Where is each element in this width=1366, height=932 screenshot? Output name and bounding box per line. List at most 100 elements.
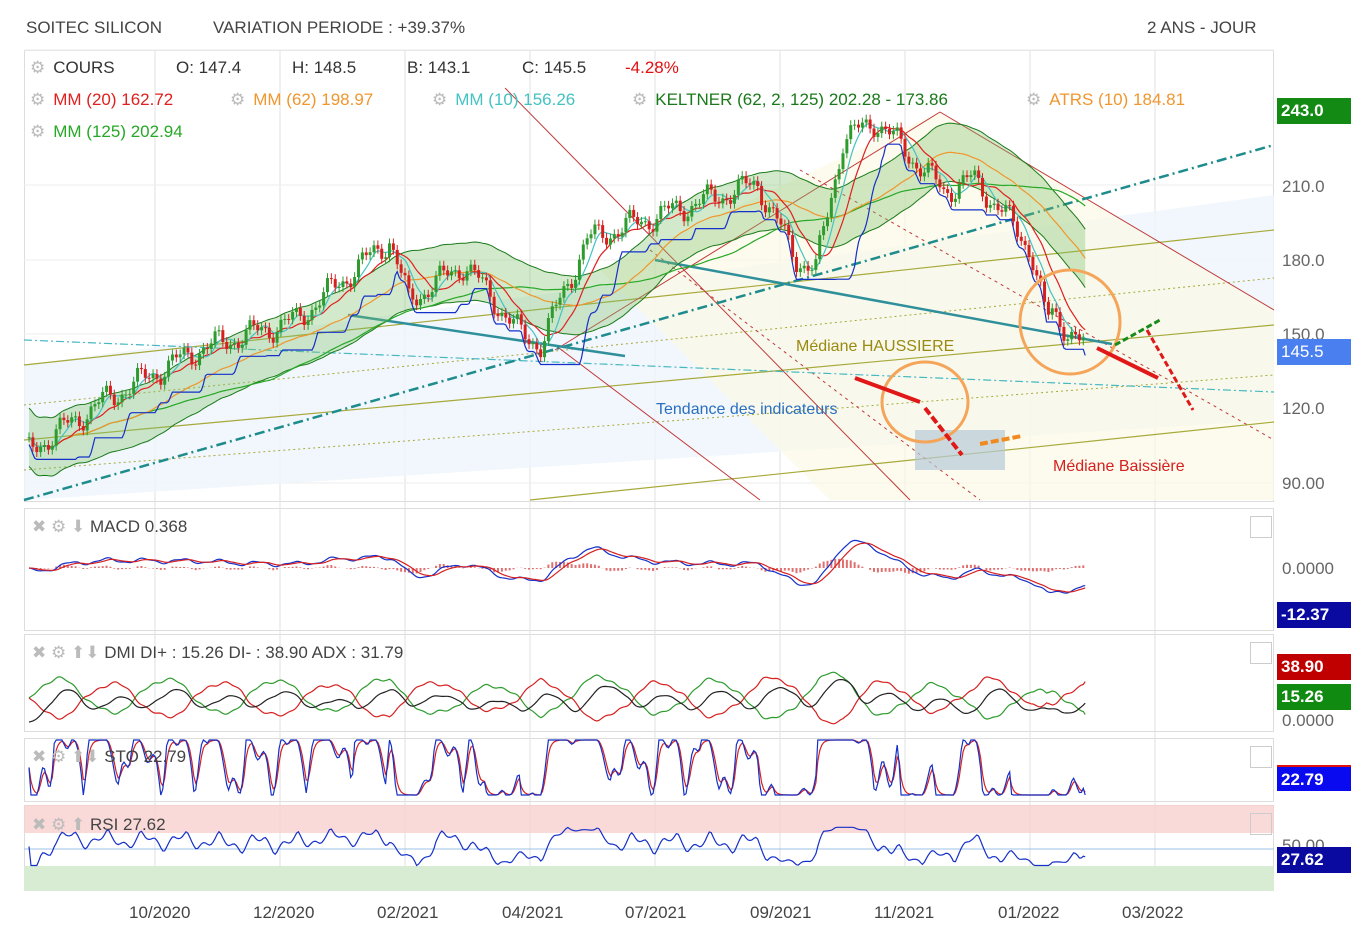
gear-icon[interactable]: ⚙ xyxy=(30,58,46,77)
gear-icon[interactable]: ⚙ xyxy=(1026,90,1042,109)
candle xyxy=(616,234,620,237)
macd-checkbox[interactable] xyxy=(1250,516,1272,538)
gear-icon[interactable]: ⚙ xyxy=(30,90,46,109)
atrs-value: 184.81 xyxy=(1133,90,1186,109)
candle xyxy=(434,275,438,293)
candle xyxy=(543,341,547,358)
candle xyxy=(298,307,302,316)
price-tick: 210.0 xyxy=(1282,177,1325,196)
candle xyxy=(438,265,442,276)
candle xyxy=(682,210,686,222)
arrow-up-icon[interactable]: ⬆ xyxy=(70,747,86,766)
close-icon[interactable]: ✖ xyxy=(32,747,47,766)
gear-icon[interactable]: ⚙ xyxy=(50,517,67,536)
legend-mm10[interactable]: ⚙ MM (10) 156.26 xyxy=(432,90,575,110)
gear-icon[interactable]: ⚙ xyxy=(230,90,246,109)
candle xyxy=(271,337,275,343)
arrow-down-icon[interactable]: ⬇ xyxy=(85,747,100,766)
candle xyxy=(333,279,337,288)
candle xyxy=(50,445,54,450)
gear-icon[interactable]: ⚙ xyxy=(30,122,46,141)
candle xyxy=(391,243,395,250)
candle xyxy=(659,205,663,220)
legend-mm20[interactable]: ⚙ MM (20) 162.72 xyxy=(30,90,173,110)
legend-keltner[interactable]: ⚙ KELTNER (62, 2, 125) 202.28 - 173.86 xyxy=(632,90,948,110)
candle xyxy=(43,445,47,447)
candle xyxy=(287,318,291,320)
candle xyxy=(306,320,310,326)
candle xyxy=(981,177,985,197)
arrow-down-icon[interactable]: ⬇ xyxy=(70,517,86,536)
gear-icon[interactable]: ⚙ xyxy=(50,643,67,662)
candle xyxy=(601,225,605,238)
candle xyxy=(1043,281,1047,302)
candle xyxy=(201,347,205,354)
gear-icon[interactable]: ⚙ xyxy=(50,815,67,834)
candle xyxy=(605,237,609,245)
candle xyxy=(911,162,915,164)
candle xyxy=(182,347,186,355)
gear-icon[interactable]: ⚙ xyxy=(432,90,448,109)
candle xyxy=(636,216,640,225)
arrow-down-icon[interactable]: ⬇ xyxy=(85,643,100,662)
x-tick: 10/2020 xyxy=(129,903,191,922)
atrs-line xyxy=(28,143,1086,460)
candle xyxy=(380,248,384,259)
close-icon[interactable]: ✖ xyxy=(32,815,47,834)
sto-toolbar: ✖ ⚙ ⬆⬇ STO 22.79 xyxy=(32,747,186,767)
candle xyxy=(318,305,322,308)
candle xyxy=(279,319,283,332)
candle xyxy=(942,187,946,190)
candle xyxy=(1012,205,1016,222)
legend-mm125[interactable]: ⚙ MM (125) 202.94 xyxy=(30,122,183,142)
candle xyxy=(136,367,140,382)
candle xyxy=(349,283,353,288)
candle xyxy=(512,319,516,324)
close-icon[interactable]: ✖ xyxy=(32,517,47,536)
close-icon[interactable]: ✖ xyxy=(32,643,47,662)
x-tick: 04/2021 xyxy=(502,903,564,922)
candle xyxy=(632,209,636,217)
keltner-label: KELTNER (62, 2, 125) xyxy=(655,90,825,109)
candle xyxy=(887,128,891,135)
open-value: O: 147.4 xyxy=(176,58,242,77)
dmi-checkbox[interactable] xyxy=(1250,642,1272,664)
candle xyxy=(849,125,853,140)
gear-icon[interactable]: ⚙ xyxy=(632,90,648,109)
legend-atrs[interactable]: ⚙ ATRS (10) 184.81 xyxy=(1026,90,1185,110)
candle xyxy=(515,314,519,320)
legend-cours[interactable]: ⚙ COURS xyxy=(30,58,115,78)
candle xyxy=(132,381,136,395)
candle xyxy=(504,312,508,318)
period-selector[interactable]: 2 ANS - JOUR xyxy=(1147,18,1257,37)
candle xyxy=(725,198,729,201)
candle xyxy=(1070,331,1074,340)
candle xyxy=(574,279,578,288)
candle xyxy=(581,244,585,260)
candle xyxy=(562,286,566,298)
candle xyxy=(263,327,267,329)
candle xyxy=(337,287,341,289)
candle xyxy=(523,324,527,340)
arrow-up-icon[interactable]: ⬆ xyxy=(70,815,86,834)
legend-mm62[interactable]: ⚙ MM (62) 198.97 xyxy=(230,90,373,110)
candle xyxy=(860,122,864,128)
trend-channels xyxy=(23,87,1275,502)
candle xyxy=(756,181,760,186)
candle xyxy=(922,172,926,177)
arrow-up-icon[interactable]: ⬆ xyxy=(70,643,86,662)
change-value: -4.28% xyxy=(625,58,679,77)
rsi-oversold-zone xyxy=(24,866,1274,891)
gear-icon[interactable]: ⚙ xyxy=(50,747,67,766)
sto-checkbox[interactable] xyxy=(1250,746,1272,768)
candle xyxy=(973,170,977,176)
last-price-tag: 145.5 xyxy=(1277,339,1351,365)
candle xyxy=(457,270,461,279)
rsi-checkbox[interactable] xyxy=(1250,813,1272,835)
candle xyxy=(341,281,345,288)
rsi-tag: 27.62 xyxy=(1277,847,1351,873)
candle xyxy=(872,128,876,137)
candle xyxy=(345,281,349,284)
price-high-tag: 243.0 xyxy=(1277,98,1351,124)
dmi-toolbar: ✖ ⚙ ⬆⬇ DMI DI+ : 15.26 DI- : 38.90 ADX :… xyxy=(32,643,403,663)
